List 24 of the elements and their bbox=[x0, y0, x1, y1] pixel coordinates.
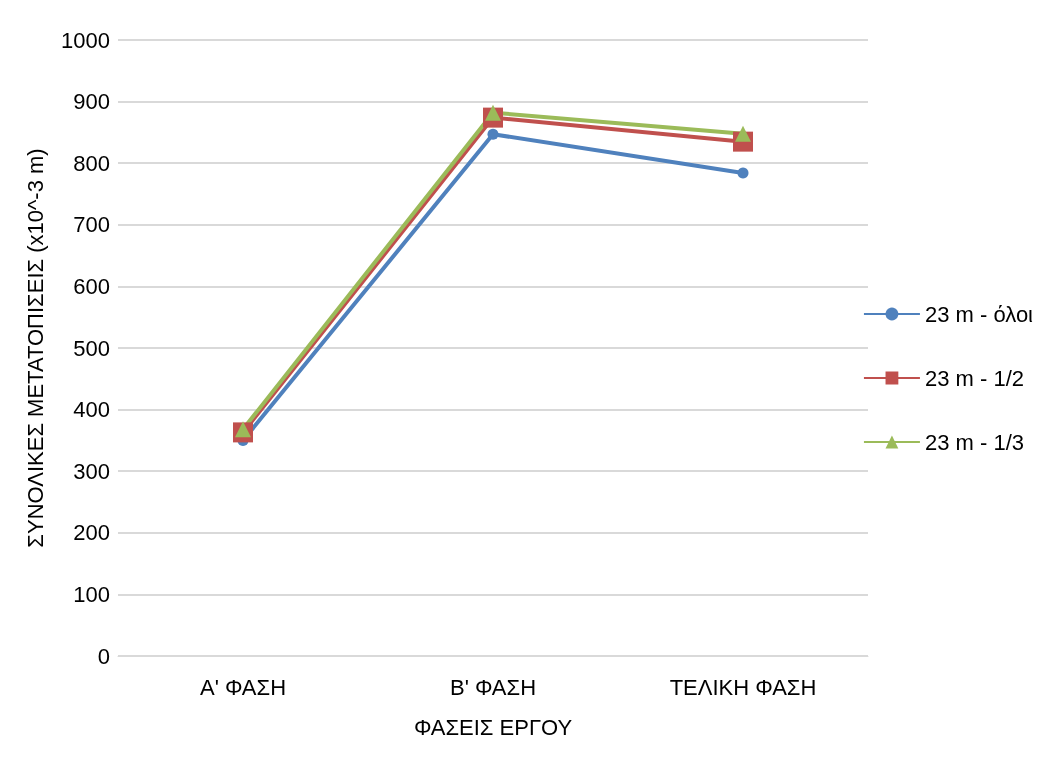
x-tick-label: ΤΕΛΙΚΗ ΦΑΣΗ bbox=[669, 674, 817, 700]
point bbox=[235, 421, 251, 438]
x-tick-label: Β' ΦΑΣΗ bbox=[449, 674, 537, 700]
point bbox=[487, 128, 499, 140]
y-tick-label: 0 bbox=[97, 643, 110, 669]
y-tick-label: 300 bbox=[73, 458, 110, 484]
y-tick-label: 900 bbox=[73, 89, 110, 115]
legend-label: 23 m - όλοι bbox=[924, 301, 1034, 327]
y-tick-label: 200 bbox=[73, 520, 110, 546]
point bbox=[737, 167, 749, 179]
x-axis-title: ΦΑΣΕΙΣ ΕΡΓΟΥ bbox=[413, 714, 573, 740]
y-tick-label: 100 bbox=[73, 581, 110, 607]
y-tick-label: 1000 bbox=[61, 27, 110, 53]
point bbox=[485, 104, 501, 121]
y-tick-label: 500 bbox=[73, 335, 110, 361]
y-axis-title: ΣΥΝΟΛΙΚΕΣ ΜΕΤΑΤΟΠΙΣΕΙΣ (x10^-3 m) bbox=[22, 148, 48, 548]
x-tick-label: Α' ΦΑΣΗ bbox=[199, 674, 287, 700]
legend-label: 23 m - 1/2 bbox=[924, 365, 1024, 391]
y-tick-label: 400 bbox=[73, 397, 110, 423]
legend-label: 23 m - 1/3 bbox=[924, 429, 1024, 455]
point bbox=[735, 125, 751, 142]
y-tick-label: 700 bbox=[73, 212, 110, 238]
y-tick-label: 800 bbox=[73, 150, 110, 176]
y-tick-label: 600 bbox=[73, 273, 110, 299]
